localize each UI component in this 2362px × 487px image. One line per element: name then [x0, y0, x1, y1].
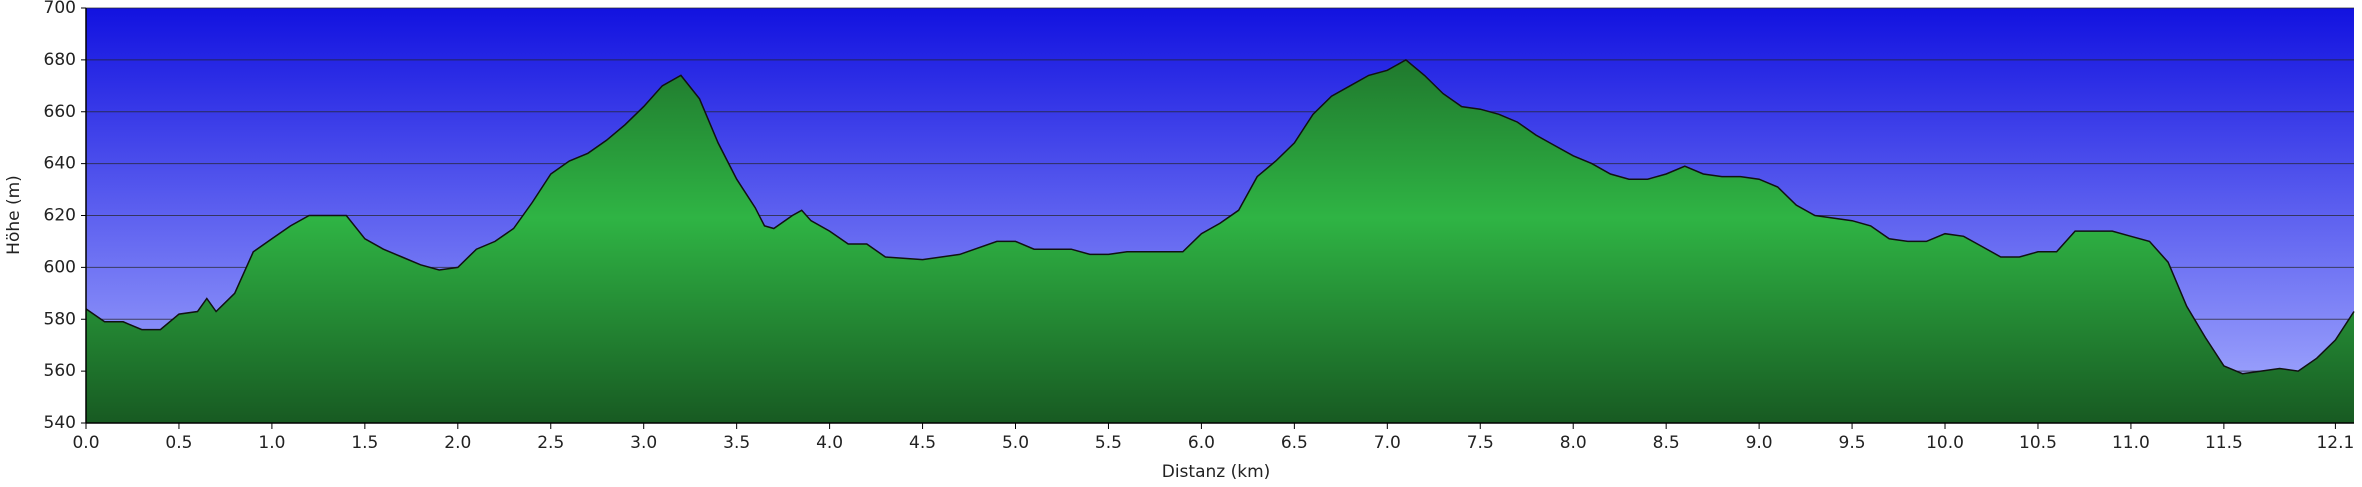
x-tick-label: 2.0 [444, 433, 471, 453]
x-tick-label: 10.0 [1926, 433, 1964, 453]
y-tick-label: 560 [44, 361, 76, 381]
x-tick-label: 2.5 [537, 433, 564, 453]
x-tick-label: 7.0 [1374, 433, 1401, 453]
y-tick-label: 580 [44, 309, 76, 329]
y-tick-label: 680 [44, 50, 76, 70]
x-tick-label: 0.0 [72, 433, 99, 453]
x-tick-label: 1.5 [351, 433, 378, 453]
y-tick-label: 620 [44, 206, 76, 226]
x-tick-label: 4.5 [909, 433, 936, 453]
x-tick-label: 5.5 [1095, 433, 1122, 453]
x-tick-label: 4.0 [816, 433, 843, 453]
elevation-line [85, 58, 2355, 375]
x-tick-label: 7.5 [1467, 433, 1494, 453]
x-tick-label: 3.0 [630, 433, 657, 453]
y-tick-label: 660 [44, 102, 76, 122]
x-tick-label: 10.5 [2019, 433, 2057, 453]
x-axis-label: Distanz (km) [1162, 462, 1271, 482]
x-tick-label: 5.0 [1002, 433, 1029, 453]
y-tick-label: 700 [44, 0, 76, 18]
y-tick-label: 540 [44, 413, 76, 433]
x-tick-label: 12.1 [2316, 433, 2354, 453]
elevation-shade [86, 59, 2354, 424]
x-tick-label: 3.5 [723, 433, 750, 453]
x-tick-label: 9.5 [1839, 433, 1866, 453]
x-tick-label: 9.0 [1746, 433, 1773, 453]
x-tick-label: 0.5 [165, 433, 192, 453]
y-axis-label: Höhe (m) [4, 175, 24, 255]
x-tick-label: 6.5 [1281, 433, 1308, 453]
y-tick-label: 640 [44, 154, 76, 174]
y-tick-label: 600 [44, 257, 76, 277]
x-tick-label: 8.0 [1560, 433, 1587, 453]
x-tick-label: 1.0 [258, 433, 285, 453]
x-tick-label: 11.5 [2205, 433, 2243, 453]
x-tick-label: 11.0 [2112, 433, 2150, 453]
x-tick-label: 6.0 [1188, 433, 1215, 453]
x-tick-label: 8.5 [1653, 433, 1680, 453]
